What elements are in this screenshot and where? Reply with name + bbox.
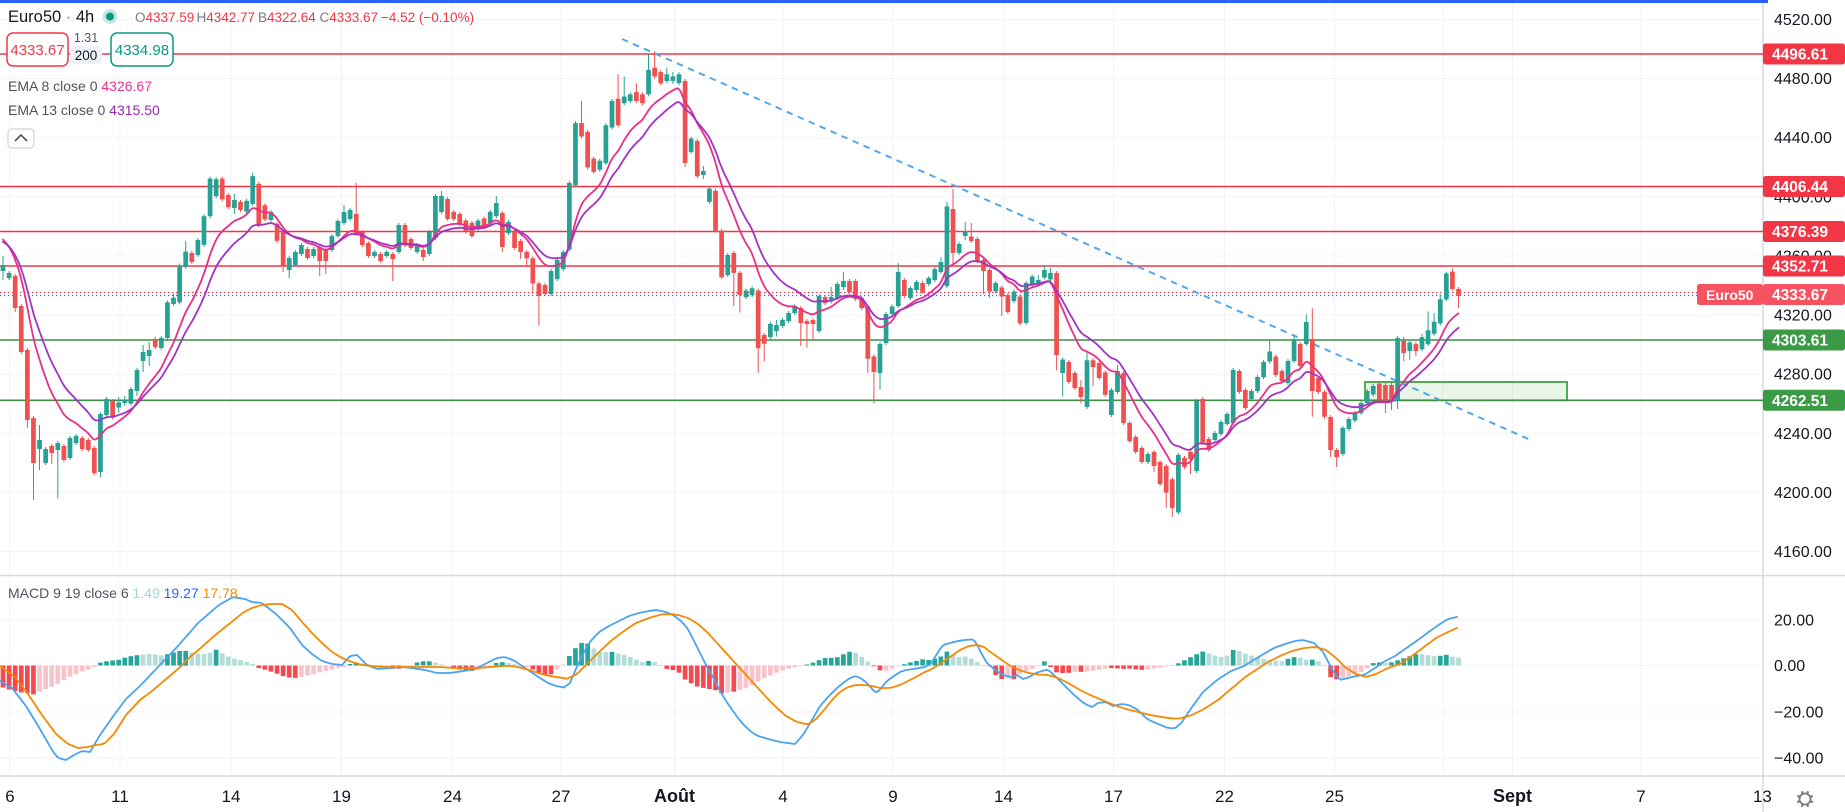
svg-text:4496.61: 4496.61	[1772, 47, 1828, 64]
svg-text:4520.00: 4520.00	[1774, 12, 1832, 29]
svg-text:14: 14	[222, 787, 241, 806]
svg-text:O4337.59: O4337.59	[135, 10, 194, 25]
svg-text:4160.00: 4160.00	[1774, 544, 1832, 561]
svg-text:4333.67: 4333.67	[1772, 287, 1828, 304]
svg-text:4352.71: 4352.71	[1772, 259, 1828, 276]
svg-text:200: 200	[75, 48, 98, 63]
svg-text:17: 17	[1104, 787, 1123, 806]
svg-text:13: 13	[1753, 787, 1772, 806]
svg-text:4334.98: 4334.98	[115, 42, 169, 59]
svg-text:−4.52 (−0.10%): −4.52 (−0.10%)	[381, 10, 474, 25]
svg-text:11: 11	[111, 787, 129, 806]
svg-text:4240.00: 4240.00	[1774, 426, 1832, 443]
svg-text:−40.00: −40.00	[1774, 751, 1823, 768]
svg-text:24: 24	[443, 787, 462, 806]
svg-text:4280.00: 4280.00	[1774, 367, 1832, 384]
svg-text:14: 14	[994, 787, 1013, 806]
svg-text:1.31: 1.31	[74, 31, 98, 45]
svg-text:EMA 8 close 0 4326.67: EMA 8 close 0 4326.67	[8, 78, 152, 94]
svg-text:27: 27	[552, 787, 571, 806]
svg-text:C4333.67: C4333.67	[320, 10, 379, 25]
svg-text:4376.39: 4376.39	[1772, 224, 1828, 241]
svg-text:4480.00: 4480.00	[1774, 71, 1832, 88]
svg-text:4440.00: 4440.00	[1774, 130, 1832, 147]
svg-text:4406.44: 4406.44	[1772, 179, 1828, 196]
svg-text:9: 9	[888, 787, 897, 806]
svg-text:19: 19	[332, 787, 351, 806]
svg-text:Euro50: Euro50	[1706, 287, 1754, 303]
svg-text:Sept: Sept	[1493, 786, 1532, 806]
svg-text:25: 25	[1325, 787, 1344, 806]
svg-text:4303.61: 4303.61	[1772, 333, 1828, 350]
svg-text:20.00: 20.00	[1774, 613, 1814, 630]
svg-text:4333.67: 4333.67	[10, 42, 64, 59]
svg-text:4: 4	[778, 787, 787, 806]
svg-text:B4322.64: B4322.64	[258, 10, 316, 25]
svg-text:MACD 9 19 close 6 1.49 19.27: MACD 9 19 close 6 1.49 19.27 17.78	[8, 585, 238, 601]
svg-text:0.00: 0.00	[1774, 658, 1805, 675]
svg-text:H4342.77: H4342.77	[197, 10, 256, 25]
svg-text:22: 22	[1215, 787, 1234, 806]
svg-text:−20.00: −20.00	[1774, 705, 1823, 722]
svg-text:Euro50 · 4h: Euro50 · 4h	[8, 8, 94, 26]
svg-text:6: 6	[5, 787, 14, 806]
svg-text:4200.00: 4200.00	[1774, 485, 1832, 502]
svg-text:Août: Août	[654, 786, 695, 806]
svg-text:EMA 13 close 0 4315.50: EMA 13 close 0 4315.50	[8, 102, 160, 118]
svg-text:4320.00: 4320.00	[1774, 308, 1832, 325]
svg-text:7: 7	[1636, 787, 1645, 806]
svg-text:4262.51: 4262.51	[1772, 393, 1828, 410]
